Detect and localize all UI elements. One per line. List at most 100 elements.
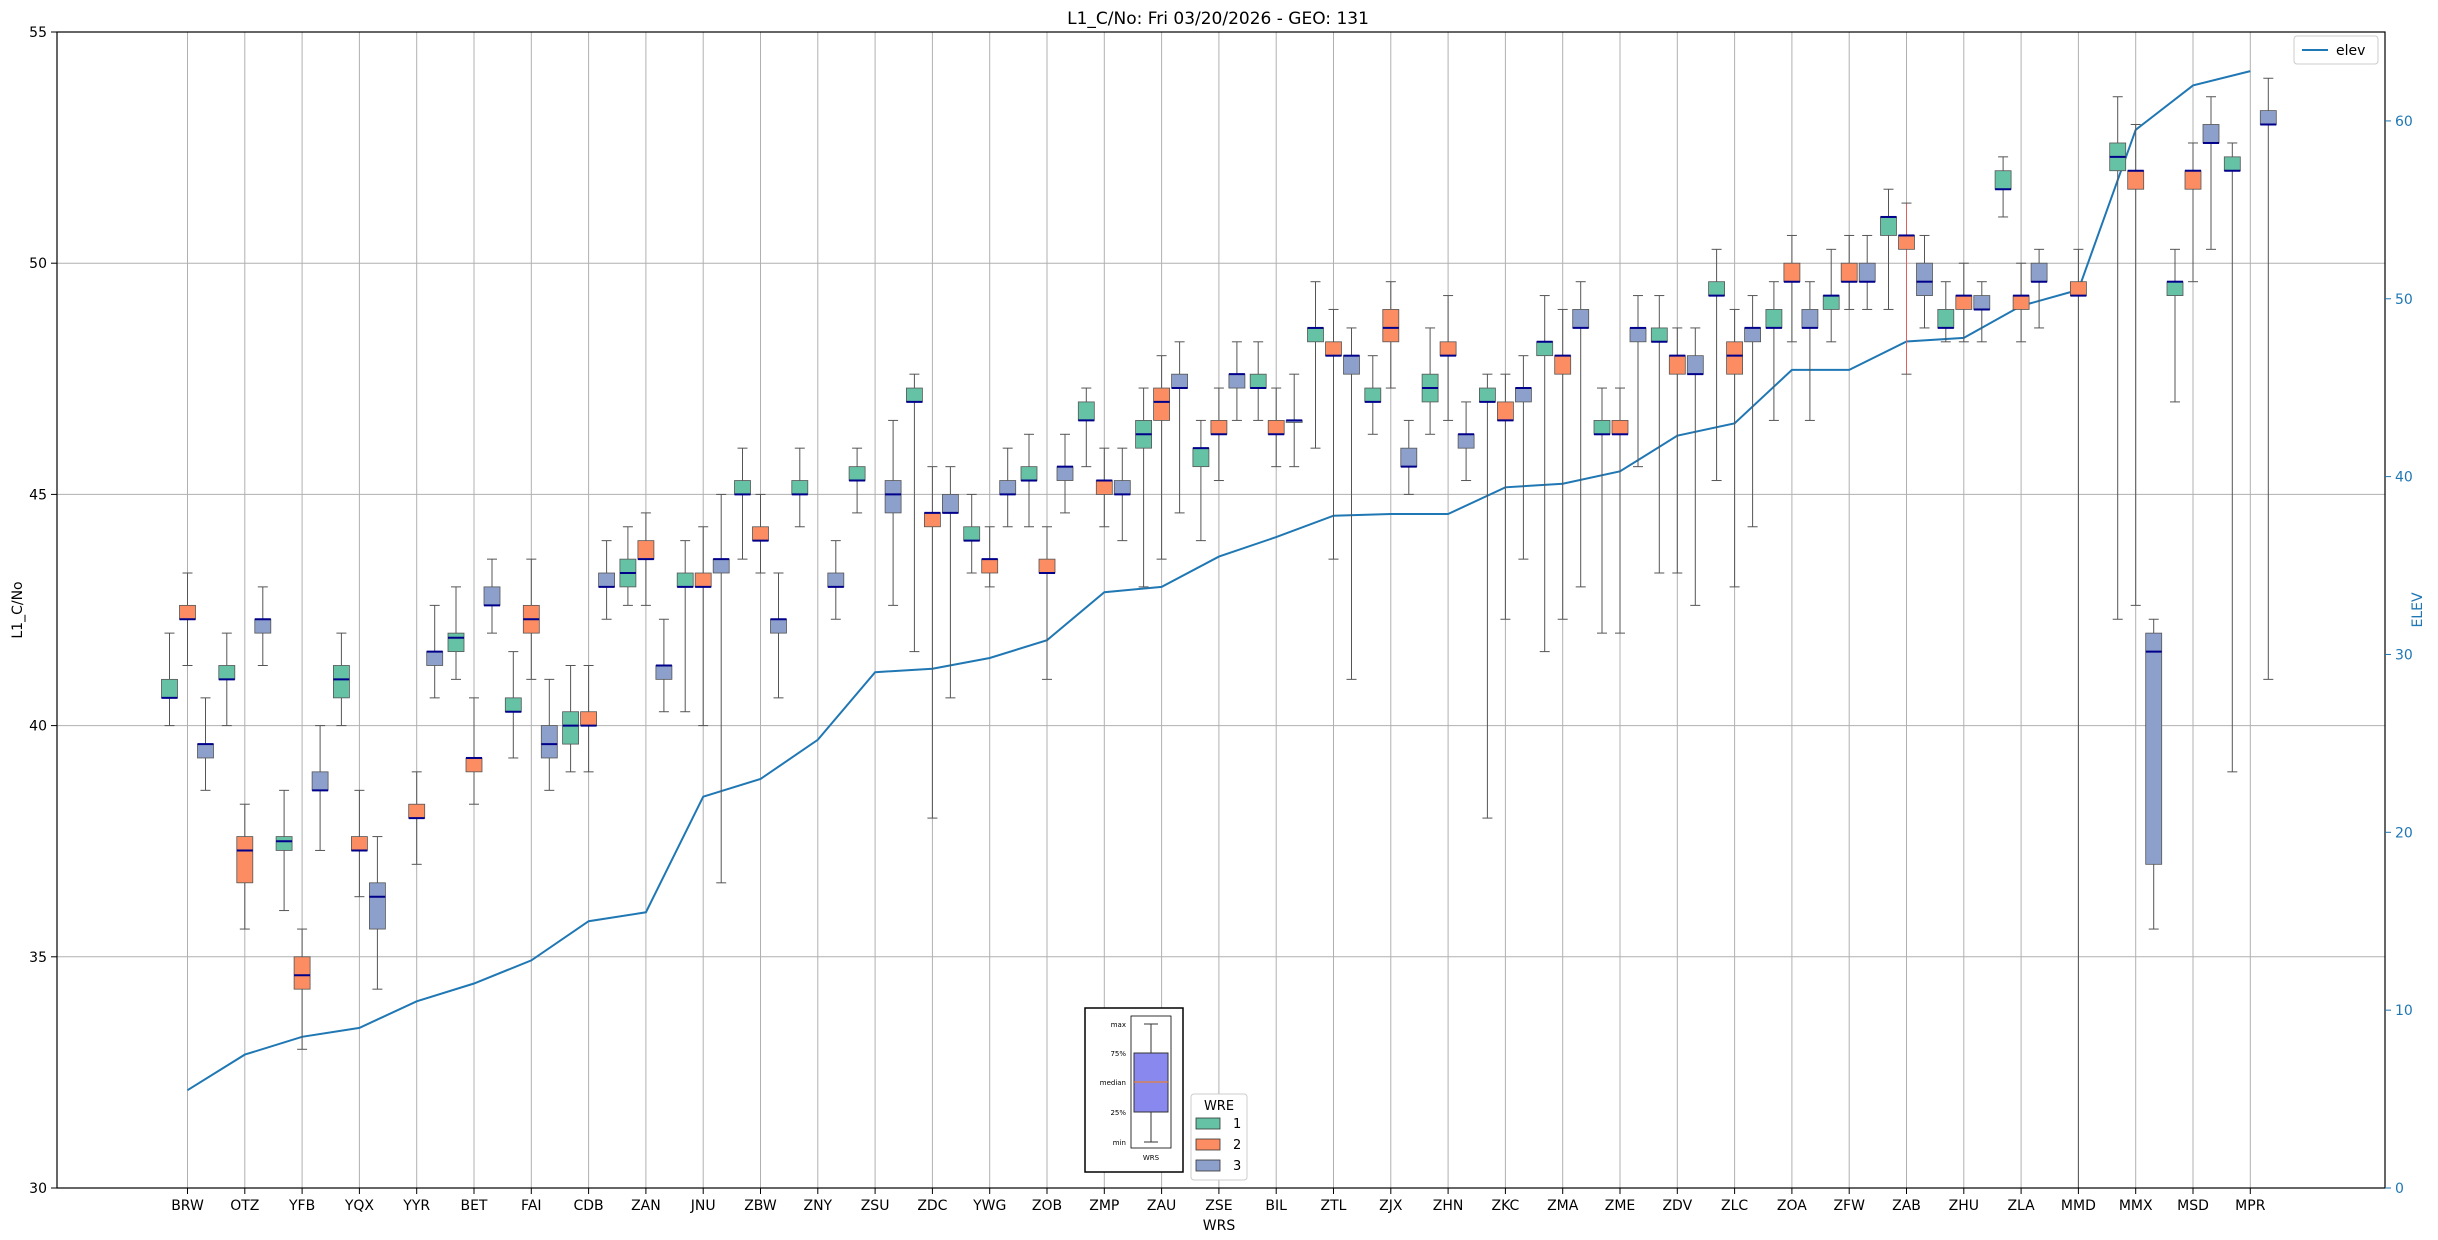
x-tick-label: MPR [2235,1198,2266,1214]
box-iqr [1822,295,1840,310]
box-plot-ZHU-wre-2 [1955,262,1973,343]
box-plot-ZSE-wre-3 [1228,341,1246,421]
x-tick-label: JNU [690,1198,716,1214]
box-plot-ZSE-wre-2 [1210,387,1228,482]
chart-title: L1_C/No: Fri 03/20/2026 - GEO: 131 [1067,9,1369,29]
box-iqr [504,697,522,713]
box-plot-ZDV-wre-1 [1650,295,1668,574]
line-legend: elev [2293,35,2379,65]
box-iqr [712,558,730,574]
box-iqr [2259,110,2277,125]
x-tick-label: YYR [402,1198,430,1214]
box-plot-ZMA-wre-3 [1572,281,1590,588]
box-plot-FAI-wre-1 [504,651,522,759]
box-iqr [426,651,444,666]
box-iqr [906,387,923,403]
box-plot-BIL-wre-2 [1267,387,1285,468]
box-plot-JNU-wre-2 [694,526,712,727]
y-tick-label: 35 [29,950,47,966]
x-tick-label: ZBW [744,1198,777,1214]
box-iqr [1973,295,1991,310]
box-plot-FAI-wre-2 [522,558,540,680]
box-iqr [1020,466,1038,481]
box-iqr [2223,156,2241,172]
box-plot-BIL-wre-1 [1249,341,1267,421]
box-iqr [1038,558,1056,574]
x-axis-label: WRS [1203,1218,1236,1234]
box-plot-ZKC-wre-1 [1479,373,1496,819]
x-tick-label: ZAB [1892,1198,1921,1214]
box-plot-BRW-wre-3 [197,697,214,791]
box-plot-YYR-wre-3 [426,604,444,699]
box-plot-ZLC-wre-2 [1726,308,1743,588]
box-iqr [752,526,769,542]
x-tick-label: ZME [1605,1198,1636,1214]
box-iqr [447,632,465,653]
box-plot-ZAN-wre-2 [637,512,655,606]
x-tick-label: ZLC [1721,1198,1748,1214]
box-iqr [1593,420,1611,435]
box-plot-CDB-wre-1 [562,664,579,773]
box-plot-ZTL-wre-1 [1307,281,1324,449]
box-iqr [1994,170,2012,190]
box-plot-ZME-wre-3 [1629,295,1647,468]
box-plot-ZLC-wre-1 [1708,248,1725,482]
box-plots [161,77,2277,1188]
box-iqr [1192,447,1210,468]
y-tick-label: 55 [29,25,47,41]
y-tick-label: 30 [29,1181,47,1197]
box-plot-ZAU-wre-1 [1135,387,1152,588]
x-tick-label: MMD [2061,1198,2096,1214]
legend-label-3: 3 [1233,1159,1241,1174]
box-plot-YQX-wre-3 [368,836,386,990]
y-tick-label: 50 [29,256,47,272]
x-tick-label: ZTL [1321,1198,1347,1214]
box-plot-ZSE-wre-1 [1192,419,1210,542]
y2-tick-label: 40 [2395,470,2413,486]
box-iqr [694,572,712,588]
box-iqr [2127,170,2145,190]
box-iqr [848,466,866,481]
box-plot-YYR-wre-2 [408,771,426,865]
inset-label-max: max [1111,1021,1126,1029]
x-tick-label: ZFW [1833,1198,1865,1214]
box-iqr [197,743,214,759]
axes: BRW OTZ YFB YQX YYR BET FAI CDB ZAN JNU ZBW ZNY ZSU Z… [29,25,2413,1214]
box-iqr [1364,387,1382,403]
inset-label-q3: 75% [1110,1050,1126,1058]
box-plot-ZBW-wre-3 [770,572,787,699]
box-plot-ZAN-wre-1 [619,526,637,606]
x-tick-label: MSD [2177,1198,2209,1214]
box-iqr [1783,262,1801,283]
box-iqr [1955,295,1973,310]
y2-tick-label: 50 [2395,292,2413,308]
box-iqr [1382,309,1400,343]
box-iqr [408,803,426,819]
box-plot-ZHN-wre-2 [1439,295,1457,421]
x-tick-label: CDB [574,1198,604,1214]
box-plot-ZAU-wre-3 [1171,341,1188,514]
box-plot-ZAB-wre-2 [1898,202,1915,375]
legend-swatch-2 [1195,1138,1221,1151]
box-iqr [884,480,902,514]
box-plot-ZHU-wre-3 [1973,281,1991,343]
box-iqr [1801,309,1819,329]
box-plot-ZHU-wre-1 [1937,281,1955,343]
line-legend-frame [2293,35,2379,65]
box-plot-ZFW-wre-1 [1822,248,1840,343]
box-plot-ZKC-wre-2 [1497,373,1514,620]
box-plot-ZME-wre-2 [1611,387,1629,634]
box-plot-ZOA-wre-1 [1765,281,1783,421]
box-plot-BIL-wre-3 [1285,373,1303,468]
box-iqr [924,512,941,528]
box-plot-YWG-wre-1 [963,493,981,574]
box-plot-BET-wre-2 [465,697,483,805]
box-iqr [2145,632,2163,865]
box-iqr [1325,341,1342,357]
box-plot-ZAB-wre-1 [1880,188,1897,310]
box-iqr [791,480,809,495]
x-tick-label: ZOA [1777,1198,1807,1214]
x-tick-label: ZKC [1492,1198,1520,1214]
box-iqr [770,618,787,634]
box-iqr [2030,262,2048,283]
